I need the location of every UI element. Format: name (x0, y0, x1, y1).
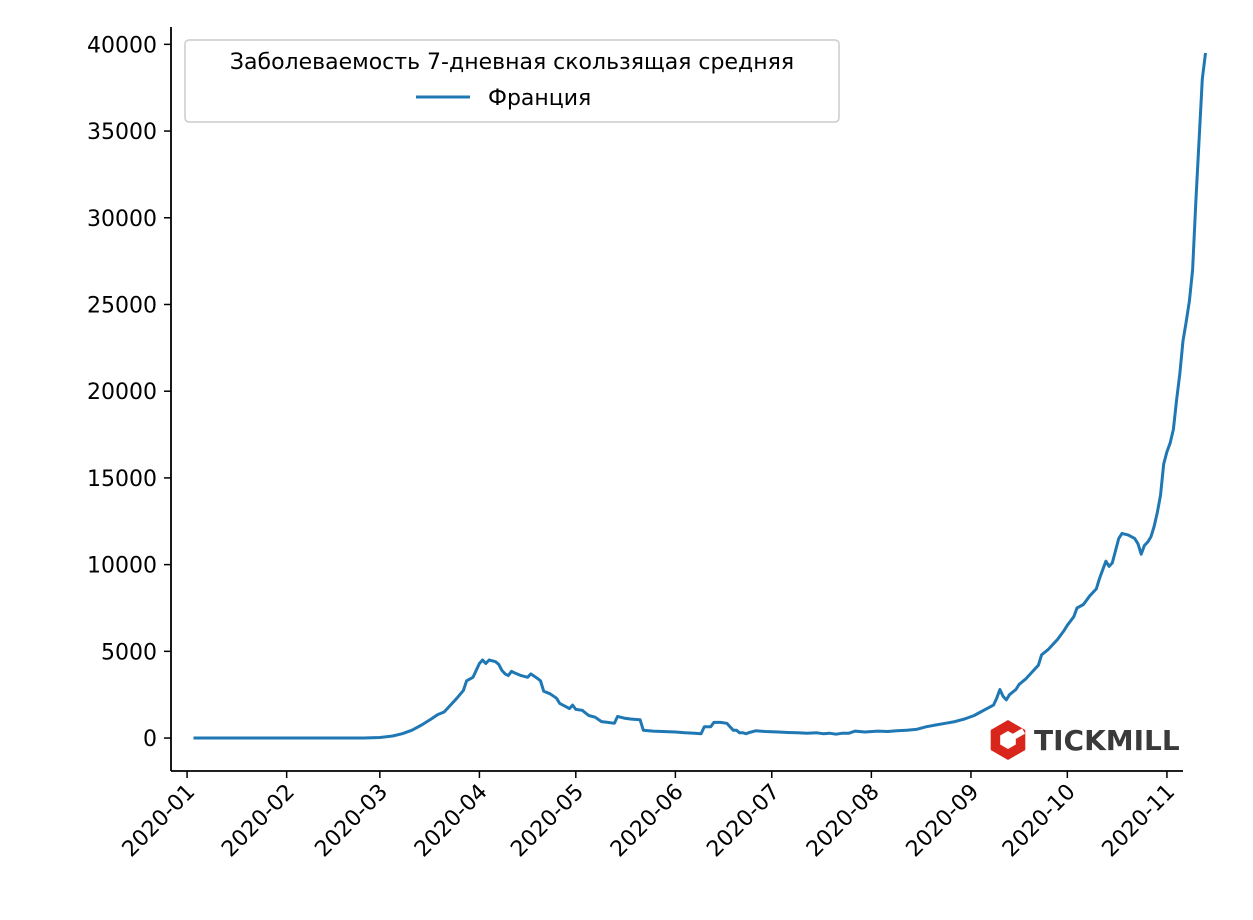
x-tick-label: 2020-09 (902, 780, 985, 863)
y-tick-label: 25000 (87, 293, 157, 318)
x-tick-label: 2020-10 (998, 780, 1081, 863)
x-tick-label: 2020-04 (410, 780, 493, 863)
x-tick-label: 2020-08 (802, 780, 885, 863)
y-tick-label: 30000 (87, 207, 157, 232)
x-tick-label: 2020-03 (310, 780, 393, 863)
legend-title: Заболеваемость 7-дневная скользящая сред… (230, 50, 794, 75)
series-line-france (193, 52, 1207, 740)
x-tick-label: 2020-11 (1098, 780, 1181, 863)
tickmill-hexagon-icon (990, 720, 1026, 760)
x-axis-ticks: 2020-01 2020-02 2020-03 2020-04 2020-05 2020-… (118, 771, 1181, 863)
x-tick-label: 2020-07 (702, 780, 785, 863)
y-tick-label: 0 (143, 727, 157, 752)
x-tick-label: 2020-02 (217, 780, 300, 863)
y-tick-label: 20000 (87, 380, 157, 405)
legend-entry-label: Франция (488, 86, 591, 111)
x-tick-label: 2020-05 (506, 780, 589, 863)
tickmill-logo: TICKMILL (990, 720, 1180, 760)
y-tick-label: 40000 (87, 33, 157, 58)
y-tick-label: 35000 (87, 120, 157, 145)
y-tick-label: 15000 (87, 467, 157, 492)
x-tick-label: 2020-01 (118, 780, 201, 863)
y-axis-ticks: 0 5000 10000 15000 20000 25000 30000 35000 40000 (87, 33, 171, 752)
x-tick-label: 2020-06 (606, 780, 689, 863)
legend-box (184, 39, 840, 123)
tickmill-logo-text: TICKMILL (1034, 724, 1180, 757)
series-layer (193, 52, 1207, 740)
legend: Заболеваемость 7-дневная скользящая сред… (184, 39, 840, 123)
y-tick-label: 5000 (101, 640, 157, 665)
y-tick-label: 10000 (87, 554, 157, 579)
